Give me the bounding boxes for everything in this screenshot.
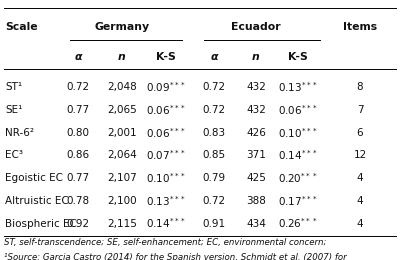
Text: Egoistic EC: Egoistic EC xyxy=(5,173,63,183)
Text: 0.92: 0.92 xyxy=(66,219,90,229)
Text: SE¹: SE¹ xyxy=(5,105,22,115)
Text: 0.20$^{***}$: 0.20$^{***}$ xyxy=(278,171,318,185)
Text: 432: 432 xyxy=(246,82,266,92)
Text: 0.06$^{***}$: 0.06$^{***}$ xyxy=(278,103,318,117)
Text: 8: 8 xyxy=(357,82,363,92)
Text: ST, self-transcendence; SE, self-enhancement; EC, environmental concern;: ST, self-transcendence; SE, self-enhance… xyxy=(4,238,326,248)
Text: Scale: Scale xyxy=(5,22,38,32)
Text: n: n xyxy=(252,52,260,62)
Text: 0.72: 0.72 xyxy=(202,82,226,92)
Text: 0.06$^{***}$: 0.06$^{***}$ xyxy=(146,103,186,117)
Text: 12: 12 xyxy=(353,151,367,160)
Text: 2,001: 2,001 xyxy=(107,128,137,138)
Text: 0.10$^{***}$: 0.10$^{***}$ xyxy=(146,171,186,185)
Text: 0.06$^{***}$: 0.06$^{***}$ xyxy=(146,126,186,140)
Text: Altruistic EC: Altruistic EC xyxy=(5,196,69,206)
Text: 0.26$^{***}$: 0.26$^{***}$ xyxy=(278,217,318,231)
Text: 0.85: 0.85 xyxy=(202,151,226,160)
Text: 0.72: 0.72 xyxy=(202,196,226,206)
Text: 2,064: 2,064 xyxy=(107,151,137,160)
Text: 0.77: 0.77 xyxy=(66,173,90,183)
Text: 432: 432 xyxy=(246,105,266,115)
Text: 2,100: 2,100 xyxy=(107,196,137,206)
Text: ST¹: ST¹ xyxy=(5,82,22,92)
Text: 0.86: 0.86 xyxy=(66,151,90,160)
Text: 4: 4 xyxy=(357,173,363,183)
Text: Biospheric EC: Biospheric EC xyxy=(5,219,77,229)
Text: 0.80: 0.80 xyxy=(66,128,90,138)
Text: 371: 371 xyxy=(246,151,266,160)
Text: 7: 7 xyxy=(357,105,363,115)
Text: 4: 4 xyxy=(357,196,363,206)
Text: Items: Items xyxy=(343,22,377,32)
Text: 0.72: 0.72 xyxy=(202,105,226,115)
Text: 0.14$^{***}$: 0.14$^{***}$ xyxy=(278,148,318,162)
Text: 426: 426 xyxy=(246,128,266,138)
Text: 425: 425 xyxy=(246,173,266,183)
Text: 0.13$^{***}$: 0.13$^{***}$ xyxy=(146,194,186,208)
Text: 2,065: 2,065 xyxy=(107,105,137,115)
Text: 2,048: 2,048 xyxy=(107,82,137,92)
Text: ¹Source: Garcia Castro (2014) for the Spanish version, Schmidt et al. (2007) for: ¹Source: Garcia Castro (2014) for the Sp… xyxy=(4,254,347,260)
Text: 0.07$^{***}$: 0.07$^{***}$ xyxy=(146,148,186,162)
Text: NR-6²: NR-6² xyxy=(5,128,34,138)
Text: α: α xyxy=(210,52,218,62)
Text: 0.79: 0.79 xyxy=(202,173,226,183)
Text: α: α xyxy=(74,52,82,62)
Text: EC³: EC³ xyxy=(5,151,23,160)
Text: 2,107: 2,107 xyxy=(107,173,137,183)
Text: Ecuador: Ecuador xyxy=(231,22,281,32)
Text: 4: 4 xyxy=(357,219,363,229)
Text: 0.83: 0.83 xyxy=(202,128,226,138)
Text: 388: 388 xyxy=(246,196,266,206)
Text: 0.09$^{***}$: 0.09$^{***}$ xyxy=(146,80,186,94)
Text: K-S: K-S xyxy=(288,52,308,62)
Text: 6: 6 xyxy=(357,128,363,138)
Text: n: n xyxy=(118,52,126,62)
Text: 434: 434 xyxy=(246,219,266,229)
Text: 0.10$^{***}$: 0.10$^{***}$ xyxy=(278,126,318,140)
Text: 0.13$^{***}$: 0.13$^{***}$ xyxy=(278,80,318,94)
Text: 0.17$^{***}$: 0.17$^{***}$ xyxy=(278,194,318,208)
Text: 0.72: 0.72 xyxy=(66,82,90,92)
Text: 2,115: 2,115 xyxy=(107,219,137,229)
Text: K-S: K-S xyxy=(156,52,176,62)
Text: 0.78: 0.78 xyxy=(66,196,90,206)
Text: 0.14$^{***}$: 0.14$^{***}$ xyxy=(146,217,186,231)
Text: 0.77: 0.77 xyxy=(66,105,90,115)
Text: 0.91: 0.91 xyxy=(202,219,226,229)
Text: Germany: Germany xyxy=(94,22,150,32)
